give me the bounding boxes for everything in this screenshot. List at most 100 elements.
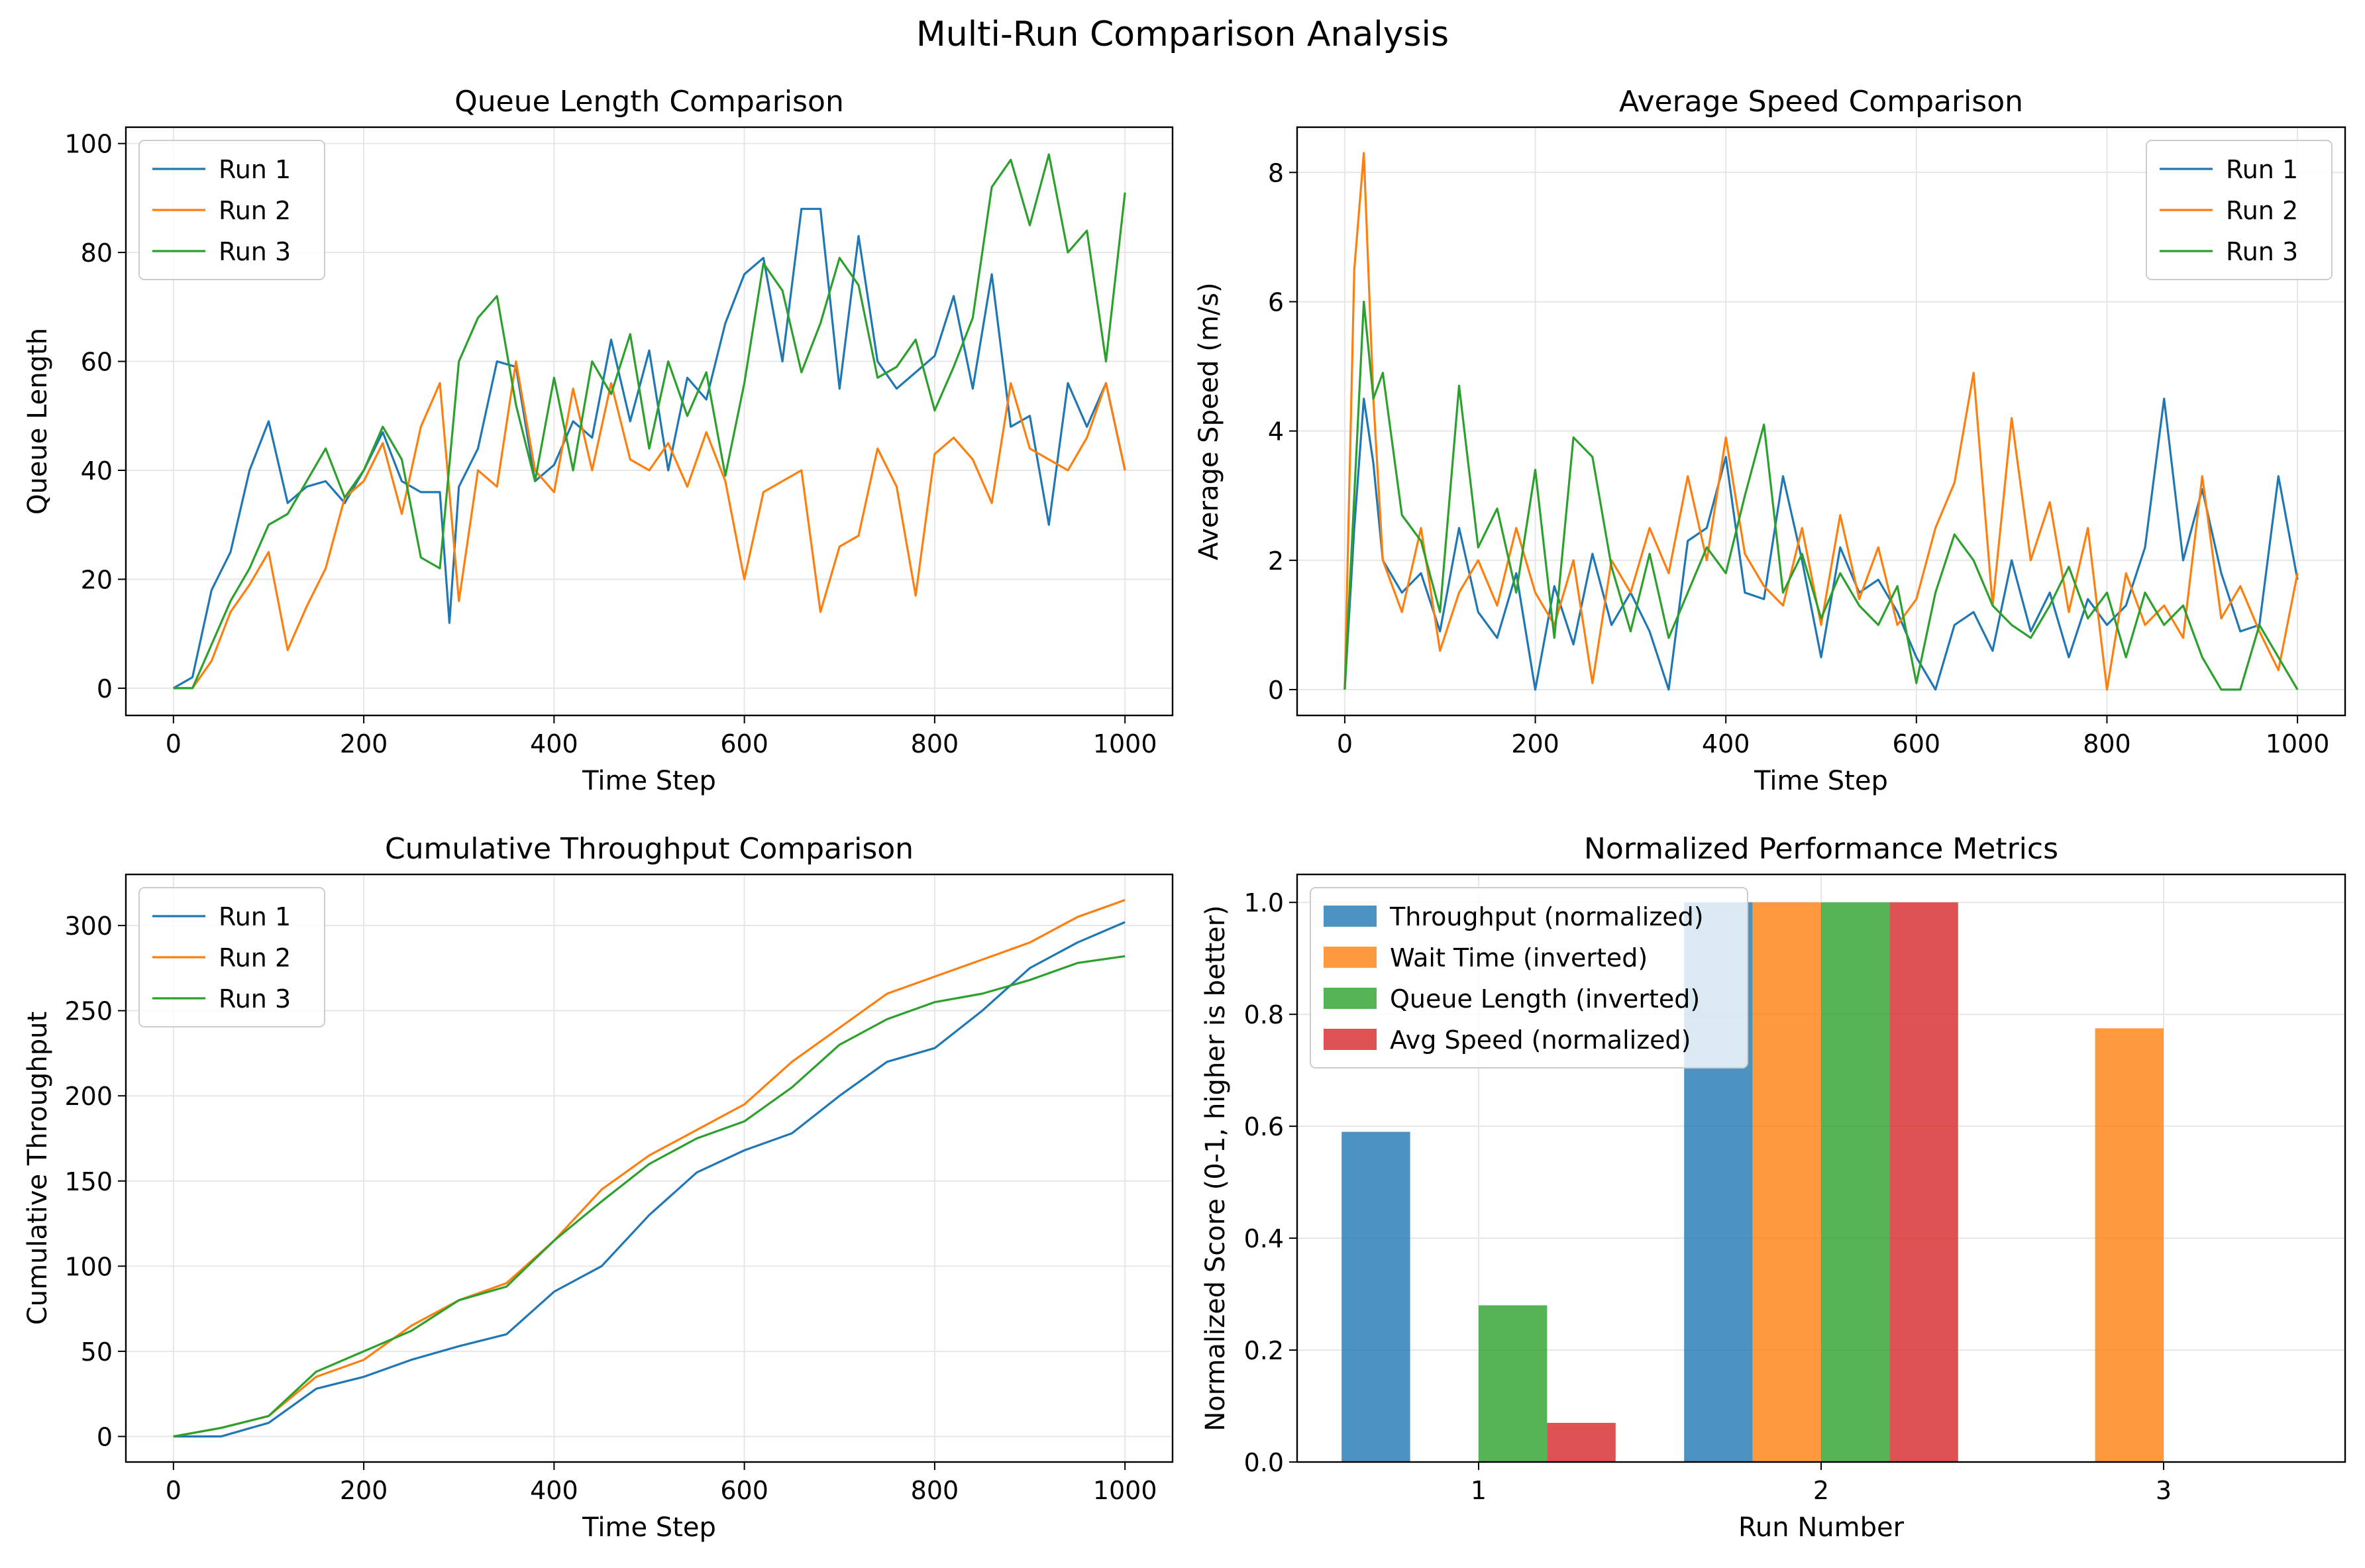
y-tick-label: 200 (64, 1082, 113, 1111)
bar-3-run-1 (1479, 1305, 1548, 1462)
y-tick-label: 2 (1268, 547, 1284, 576)
legend-label: Run 1 (219, 155, 291, 184)
axes-frame (1296, 126, 2346, 717)
legend-label: Run 3 (219, 984, 291, 1014)
y-tick-label: 150 (64, 1167, 113, 1196)
y-tick-label: 0 (97, 1422, 113, 1451)
y-tick-label: 6 (1268, 287, 1284, 317)
legend-box (1310, 887, 1748, 1069)
axes-frame (125, 126, 1174, 717)
axes-frame (1296, 873, 2346, 1463)
x-tick-label: 0 (166, 1476, 182, 1505)
x-axis-label: Time Step (1754, 766, 1888, 796)
legend-label: Throughput (normalized) (1389, 902, 1704, 931)
y-tick-label: 1.0 (1244, 888, 1284, 917)
x-tick-label: 200 (340, 1476, 388, 1505)
y-tick-label: 50 (81, 1337, 113, 1367)
x-tick-label: 800 (2083, 729, 2131, 758)
legend-swatch (1324, 1029, 1377, 1050)
y-axis-label: Average Speed (m/s) (1194, 282, 1224, 560)
legend: Run 1 Run 2 Run 3 (2146, 140, 2333, 280)
bar-3-run-2 (1821, 902, 1890, 1462)
bar-1-run-1 (1341, 1131, 1410, 1462)
y-tick-label: 60 (81, 348, 113, 377)
y-tick-label: 100 (64, 130, 113, 159)
x-tick-label: 1000 (1093, 729, 1157, 758)
legend-label: Run 2 (219, 196, 291, 225)
legend-label: Run 1 (2226, 155, 2298, 184)
panel-throughput: Cumulative Throughput Comparison 0 50 100 15… (23, 832, 1174, 1543)
y-tick-label: 20 (81, 565, 113, 594)
x-tick-label: 400 (530, 729, 578, 758)
series-line-1 (1343, 397, 2299, 691)
axes-frame (125, 873, 1174, 1463)
panel-title: Cumulative Throughput Comparison (385, 832, 914, 866)
legend-label: Run 2 (2226, 196, 2298, 225)
legend-label: Run 1 (219, 902, 291, 931)
legend: Run 1 Run 2 Run 3 (138, 887, 325, 1027)
x-axis-label: Time Step (582, 1512, 716, 1543)
y-axis-label: Cumulative Throughput (23, 1012, 53, 1325)
x-tick-label: 600 (720, 729, 768, 758)
bar-4-run-1 (1547, 1422, 1616, 1462)
series-line-2 (173, 899, 1126, 1437)
legend-label: Wait Time (inverted) (1390, 943, 1648, 972)
legend-label: Avg Speed (normalized) (1390, 1025, 1691, 1055)
x-tick-label: 200 (340, 729, 388, 758)
legend-swatch (1324, 947, 1377, 968)
x-tick-label: 3 (2156, 1476, 2172, 1505)
legend-box (138, 140, 325, 280)
panel-title: Queue Length Comparison (454, 85, 844, 119)
y-tick-label: 8 (1268, 158, 1284, 187)
legend-swatch (1324, 906, 1377, 927)
legend-label: Run 3 (2226, 237, 2298, 266)
y-tick-label: 0.4 (1244, 1224, 1284, 1253)
y-tick-label: 300 (64, 912, 113, 941)
x-tick-label: 0 (1337, 729, 1353, 758)
series-line-2 (1343, 152, 2299, 691)
y-tick-label: 0.0 (1244, 1448, 1284, 1477)
bar-2-run-3 (2095, 1028, 2164, 1462)
y-tick-label: 0.8 (1244, 1000, 1284, 1029)
legend-swatch (1324, 988, 1377, 1009)
x-tick-label: 800 (911, 729, 959, 758)
y-axis-label: Queue Length (23, 328, 53, 515)
legend-label: Run 3 (219, 237, 291, 266)
x-tick-label: 400 (530, 1476, 578, 1505)
series-line-1 (173, 921, 1126, 1437)
y-tick-label: 0 (1268, 676, 1284, 705)
x-tick-label: 1 (1471, 1476, 1487, 1505)
x-tick-label: 400 (1702, 729, 1750, 758)
x-tick-label: 1000 (2266, 729, 2330, 758)
bar-4-run-2 (1889, 902, 1958, 1462)
y-axis-label: Normalized Score (0-1, higher is better) (1200, 905, 1231, 1431)
x-tick-label: 600 (1893, 729, 1941, 758)
legend-label: Queue Length (inverted) (1390, 984, 1700, 1014)
legend: Run 1 Run 2 Run 3 (138, 140, 325, 280)
series-line-3 (173, 153, 1126, 690)
series-line-3 (1343, 300, 2299, 691)
panel-title: Normalized Performance Metrics (1584, 832, 2058, 866)
y-tick-label: 80 (81, 238, 113, 268)
y-tick-label: 250 (64, 997, 113, 1026)
legend: Throughput (normalized) Wait Time (invert… (1310, 887, 1748, 1069)
x-tick-label: 0 (166, 729, 182, 758)
legend-label: Run 2 (219, 943, 291, 972)
panel-speed: Average Speed Comparison 0 2 4 6 8 0 200 400 600 8… (1194, 85, 2346, 796)
y-tick-label: 100 (64, 1252, 113, 1281)
legend-box (2146, 140, 2333, 280)
x-tick-label: 600 (720, 1476, 768, 1505)
y-tick-label: 40 (81, 456, 113, 486)
x-tick-label: 2 (1813, 1476, 1829, 1505)
y-tick-label: 0.6 (1244, 1112, 1284, 1141)
y-tick-label: 0 (97, 674, 113, 704)
legend-box (138, 887, 325, 1027)
series-line-2 (173, 360, 1126, 690)
panel-metrics: Normalized Performance Metrics 0.0 0.2 0.4 0… (1200, 832, 2346, 1543)
x-tick-label: 1000 (1093, 1476, 1157, 1505)
x-axis-label: Time Step (582, 766, 716, 796)
series-line-3 (173, 955, 1126, 1437)
